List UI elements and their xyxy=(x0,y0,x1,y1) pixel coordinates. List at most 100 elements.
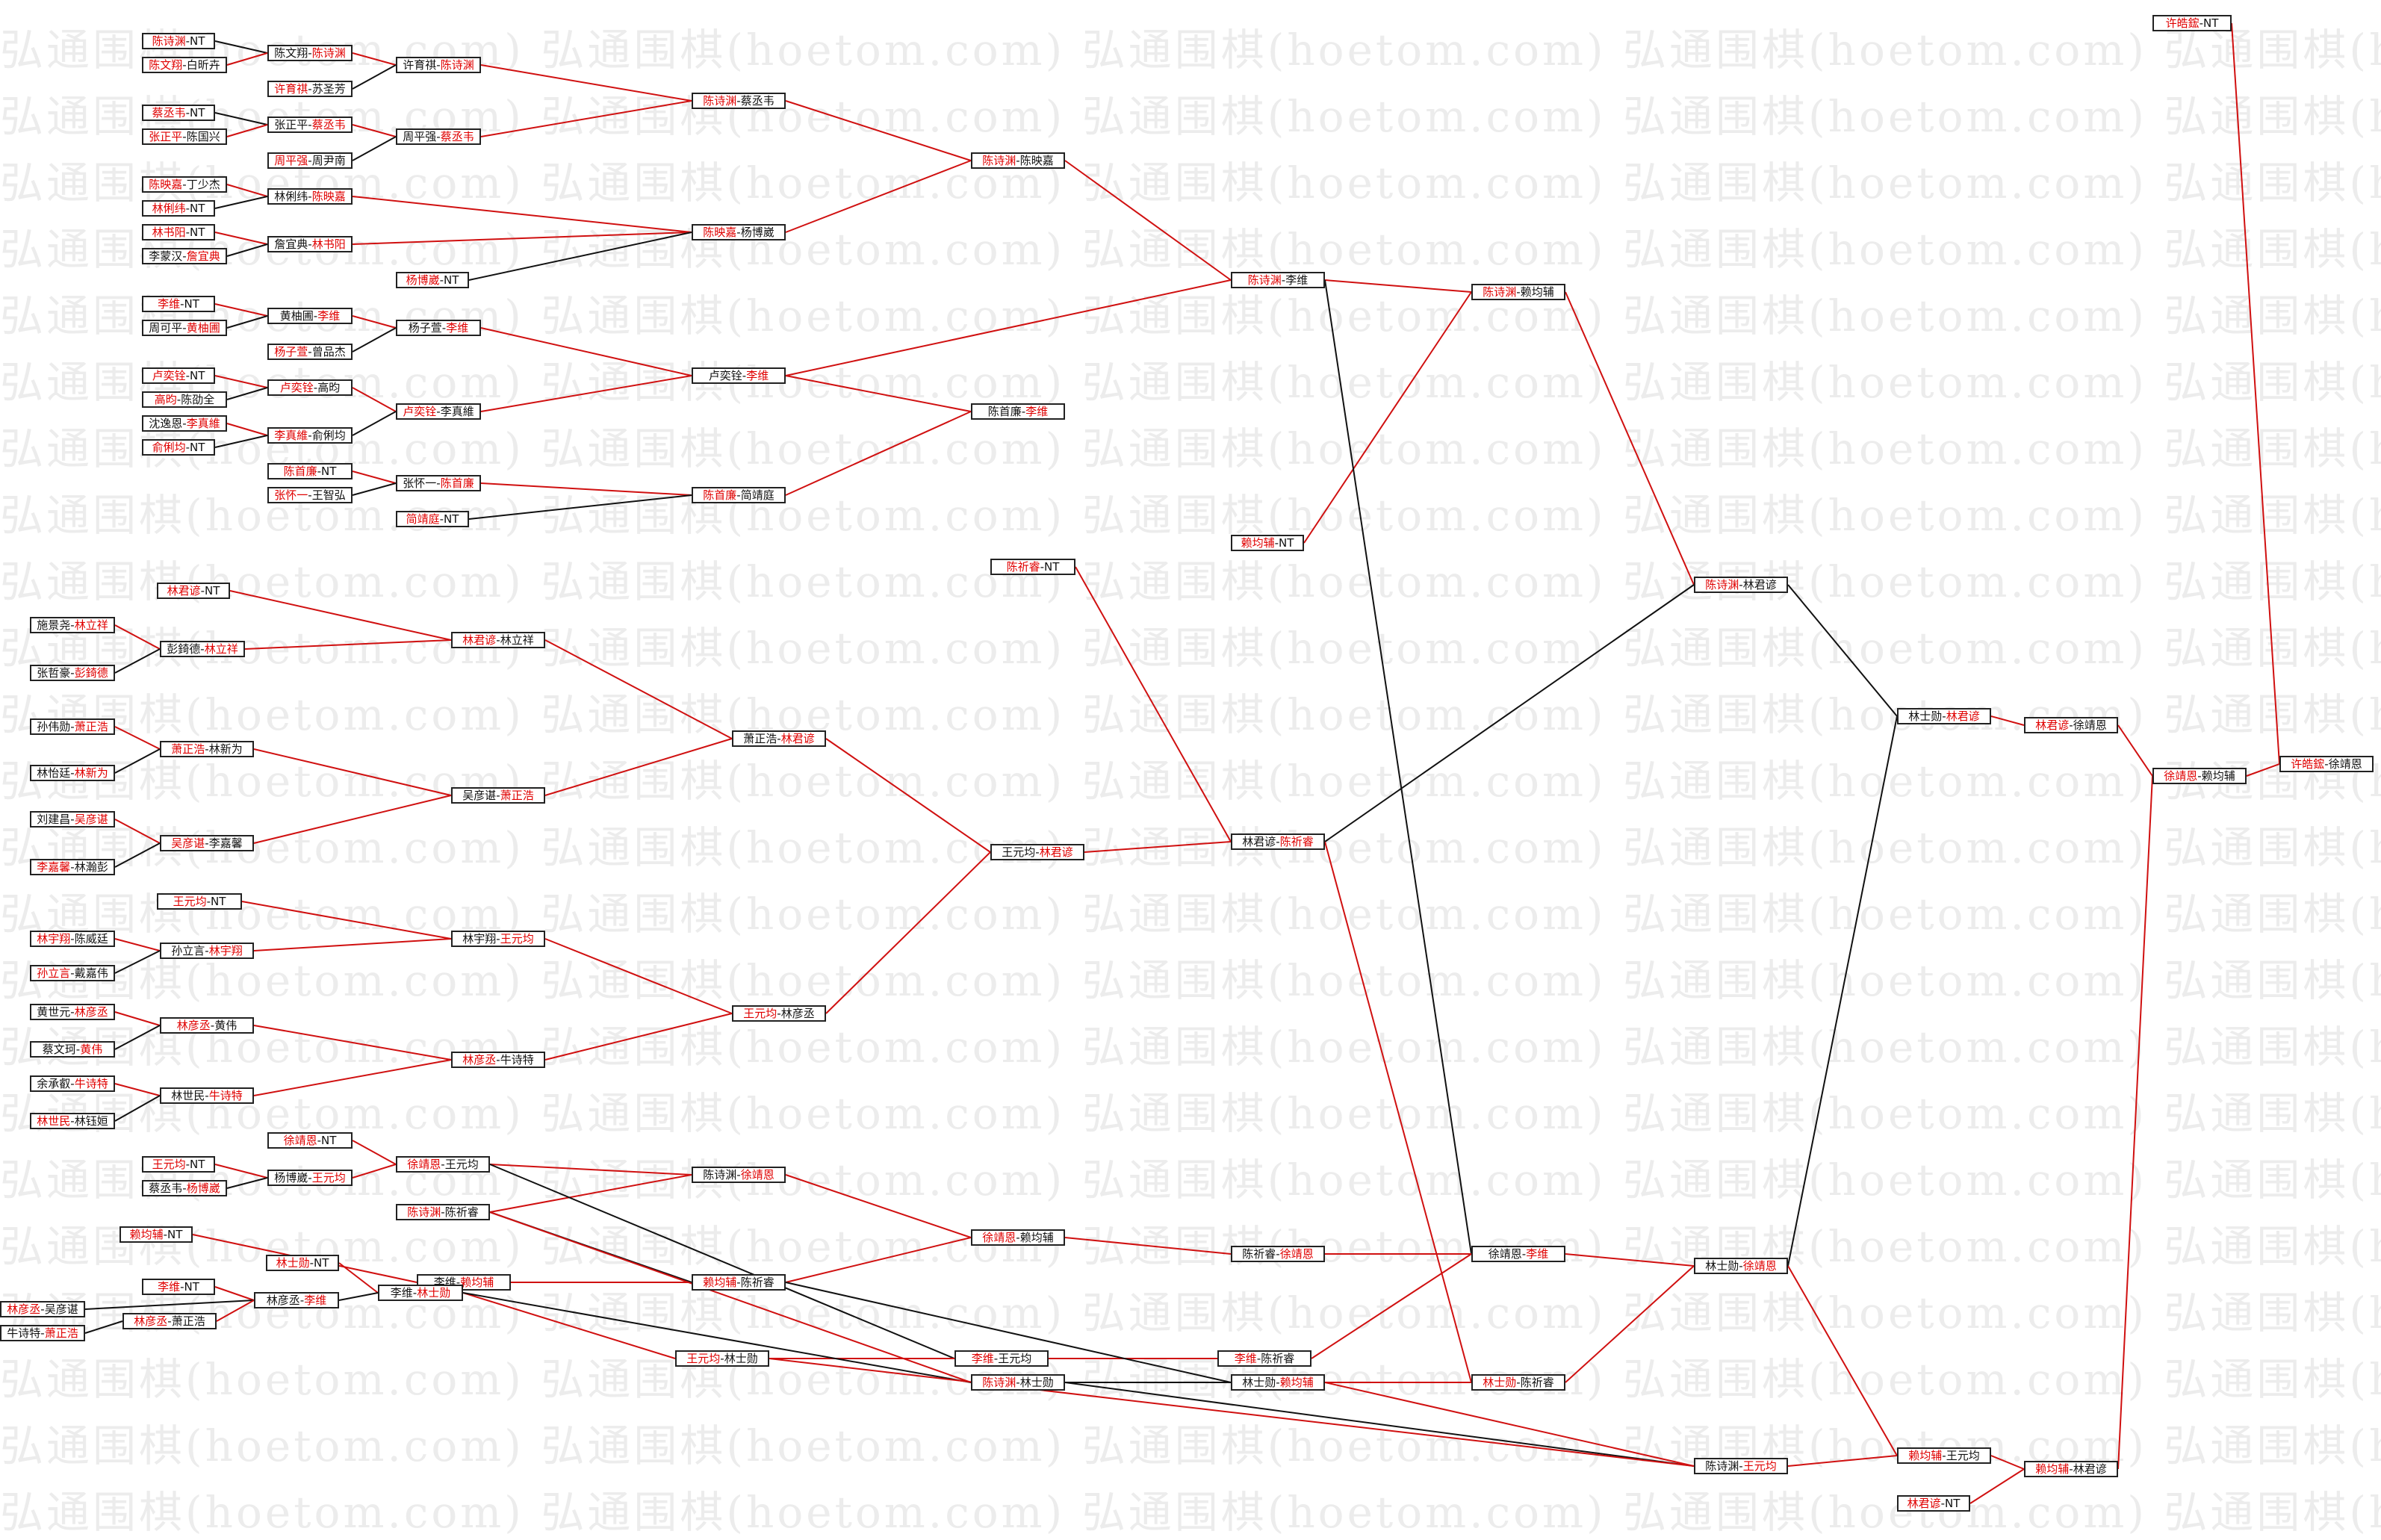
winner-name: 李维 xyxy=(746,369,769,382)
winner-name: 简靖庭 xyxy=(406,512,440,526)
player-name: 陈诗渊- xyxy=(703,1168,741,1182)
match-line xyxy=(338,1262,379,1294)
winner-name: 陈映嘉 xyxy=(149,178,183,191)
match-node: 林君谚-NT xyxy=(157,583,230,599)
match-node: 陈文翔-陈诗渊 xyxy=(267,45,353,61)
player-name: -NT xyxy=(439,512,459,526)
match-node: 沈逸恩-李真維 xyxy=(142,415,227,432)
winner-name: 张怀一 xyxy=(274,488,308,502)
match-line xyxy=(480,64,692,102)
match-node: 王元均-NT xyxy=(142,1156,215,1173)
player-name: 许育祺- xyxy=(403,58,441,72)
player-name: 杨博崴- xyxy=(274,1171,312,1185)
match-node: 陈诗渊-蔡丞韦 xyxy=(692,93,786,109)
match-line xyxy=(769,1358,1695,1467)
winner-name: 蔡丞韦 xyxy=(440,130,474,143)
match-node: 牛诗特-萧正浩 xyxy=(0,1325,85,1341)
match-line xyxy=(241,901,452,940)
match-line xyxy=(462,1292,972,1383)
match-node: 陈映嘉-杨博崴 xyxy=(692,224,786,240)
player-name: -陈祈睿 xyxy=(736,1276,774,1289)
player-name: -NT xyxy=(180,297,199,311)
winner-name: 卢奕铨 xyxy=(152,369,186,382)
player-name: 李蒙汉- xyxy=(149,249,187,263)
match-line xyxy=(226,387,268,400)
match-node: 陈祈睿-NT xyxy=(990,559,1075,575)
player-name: -NT xyxy=(185,106,205,119)
match-line xyxy=(462,1292,676,1359)
winner-name: 李维 xyxy=(1234,1352,1257,1365)
match-line xyxy=(1565,1253,1695,1267)
winner-name: 王元均 xyxy=(1742,1459,1777,1473)
match-line xyxy=(226,124,268,137)
player-name: 陈祈睿- xyxy=(1242,1247,1280,1261)
match-line xyxy=(352,471,397,484)
player-name: 沈逸恩- xyxy=(149,417,187,430)
match-node: 李维-NT xyxy=(142,296,215,312)
winner-name: 陈祈睿 xyxy=(1006,560,1040,574)
match-line xyxy=(468,232,692,281)
winner-name: 陈首廉 xyxy=(440,476,474,490)
match-line xyxy=(114,1011,161,1026)
match-line xyxy=(1787,1455,1898,1467)
match-node: 林士勋-林君谚 xyxy=(1897,708,1991,724)
match-line xyxy=(114,842,161,868)
winner-name: 陈诗渊 xyxy=(311,46,346,60)
player-name: -林君谚 xyxy=(2069,1462,2107,1476)
match-node: 施景尧-林立祥 xyxy=(30,617,115,633)
winner-name: 林俐纬 xyxy=(152,202,186,215)
player-name: -NT xyxy=(1040,560,1060,574)
match-line xyxy=(214,435,268,448)
player-name: -王元均 xyxy=(1942,1449,1980,1462)
winner-name: 赖均辅 xyxy=(1241,536,1275,550)
player-name: -NT xyxy=(206,895,226,908)
match-node: 卢奕铨-NT xyxy=(142,367,215,384)
player-name: -白昕卉 xyxy=(182,58,220,72)
player-name: 萧正浩- xyxy=(743,732,781,745)
match-node: 陈首廉-NT xyxy=(267,463,353,479)
player-name: -陈国兴 xyxy=(182,130,220,143)
match-node: 杨子萱-李维 xyxy=(396,320,481,336)
winner-name: 徐靖恩 xyxy=(283,1134,317,1147)
player-name: 孙立言- xyxy=(171,944,209,957)
match-node: 卢奕铨-高昀 xyxy=(267,379,353,396)
winner-name: 萧正浩 xyxy=(171,742,205,756)
player-name: -王元均 xyxy=(993,1352,1032,1365)
match-line xyxy=(489,1164,692,1176)
winner-name: 许皓鋐 xyxy=(2165,16,2200,30)
winner-name: 林君谚 xyxy=(2035,718,2070,732)
match-line xyxy=(544,938,733,1014)
winner-name: 赖均辅 xyxy=(460,1276,494,1289)
player-name: -林钰姮 xyxy=(70,1114,108,1128)
match-node: 陈文翔-白昕卉 xyxy=(142,57,227,73)
winner-name: 周平强 xyxy=(274,154,308,167)
winner-name: 陈映嘉 xyxy=(703,226,737,239)
winner-name: 李维 xyxy=(446,321,469,335)
match-line xyxy=(2246,763,2280,777)
player-name: -萧正浩 xyxy=(167,1314,205,1328)
player-name: 周平强- xyxy=(403,130,441,143)
match-line xyxy=(114,726,161,750)
player-name: 蔡丞韦- xyxy=(149,1182,187,1195)
winner-name: 徐靖恩 xyxy=(1279,1247,1314,1261)
match-node: 张正平-蔡丞韦 xyxy=(267,117,353,133)
match-line xyxy=(114,819,161,844)
match-line xyxy=(480,482,692,496)
player-name: 林士勋- xyxy=(1242,1376,1280,1389)
player-name: 陈诗渊- xyxy=(1705,1459,1743,1473)
match-line xyxy=(253,748,452,796)
winner-name: 王元均 xyxy=(152,1158,186,1171)
match-node: 林俐纬-NT xyxy=(142,200,215,217)
match-line xyxy=(229,590,452,641)
match-node: 陈诗渊-王元均 xyxy=(1694,1458,1788,1474)
player-name: -苏圣芳 xyxy=(308,82,346,96)
match-node: 吴彦谌-李嘉馨 xyxy=(160,835,254,851)
player-name: -赖均辅 xyxy=(1516,285,1554,299)
match-node: 林俐纬-陈映嘉 xyxy=(267,188,353,205)
winner-name: 徐靖恩 xyxy=(1742,1259,1777,1273)
match-node: 李维-NT xyxy=(142,1279,215,1295)
winner-name: 李维 xyxy=(317,309,341,323)
match-node: 吴彦谌-萧正浩 xyxy=(451,787,545,804)
